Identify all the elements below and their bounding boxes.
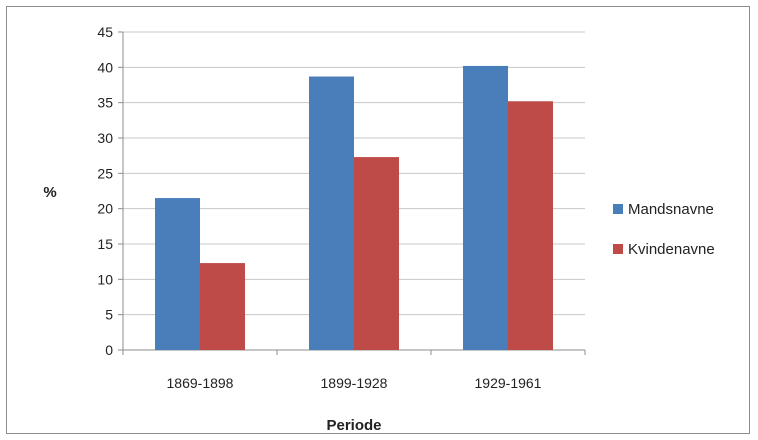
bar-kvindenavne-1929-1961	[508, 101, 553, 351]
bars	[155, 65, 553, 351]
y-tick-label: 30	[97, 130, 113, 146]
legend-label-mandsnavne: Mandsnavne	[628, 201, 714, 218]
bar-kvindenavne-1899-1928	[354, 157, 399, 350]
y-axis: 0 5 10 15 20 25 30 35 40 45	[97, 24, 124, 358]
y-tick-label: 45	[97, 24, 113, 40]
legend: Mandsnavne Kvindenavne	[613, 201, 715, 258]
bar-kvindenavne-1869-1898	[200, 263, 245, 350]
y-tick-label: 40	[97, 59, 113, 75]
y-tick-label: 0	[105, 342, 113, 358]
bar-mandsnavne-1869-1898	[155, 198, 200, 350]
y-tick-label: 35	[97, 95, 113, 111]
x-axis: 1869-1898 1899-1928 1929-1961	[122, 350, 586, 391]
y-tick-label: 5	[105, 307, 113, 323]
x-tick-label: 1869-1898	[167, 375, 234, 391]
legend-swatch-kvindenavne	[613, 244, 623, 254]
bar-mandsnavne-1899-1928	[309, 76, 354, 351]
y-tick-label: 15	[97, 236, 113, 252]
x-axis-title: Periode	[326, 417, 381, 434]
y-tick-label: 20	[97, 201, 113, 217]
bar-mandsnavne-1929-1961	[463, 65, 508, 351]
y-axis-title: %	[43, 184, 56, 201]
x-tick-label: 1899-1928	[321, 375, 388, 391]
y-tick-label: 25	[97, 165, 113, 181]
legend-label-kvindenavne: Kvindenavne	[628, 241, 715, 258]
y-tick-label: 10	[97, 271, 113, 287]
x-tick-label: 1929-1961	[475, 375, 542, 391]
legend-swatch-mandsnavne	[613, 204, 623, 214]
